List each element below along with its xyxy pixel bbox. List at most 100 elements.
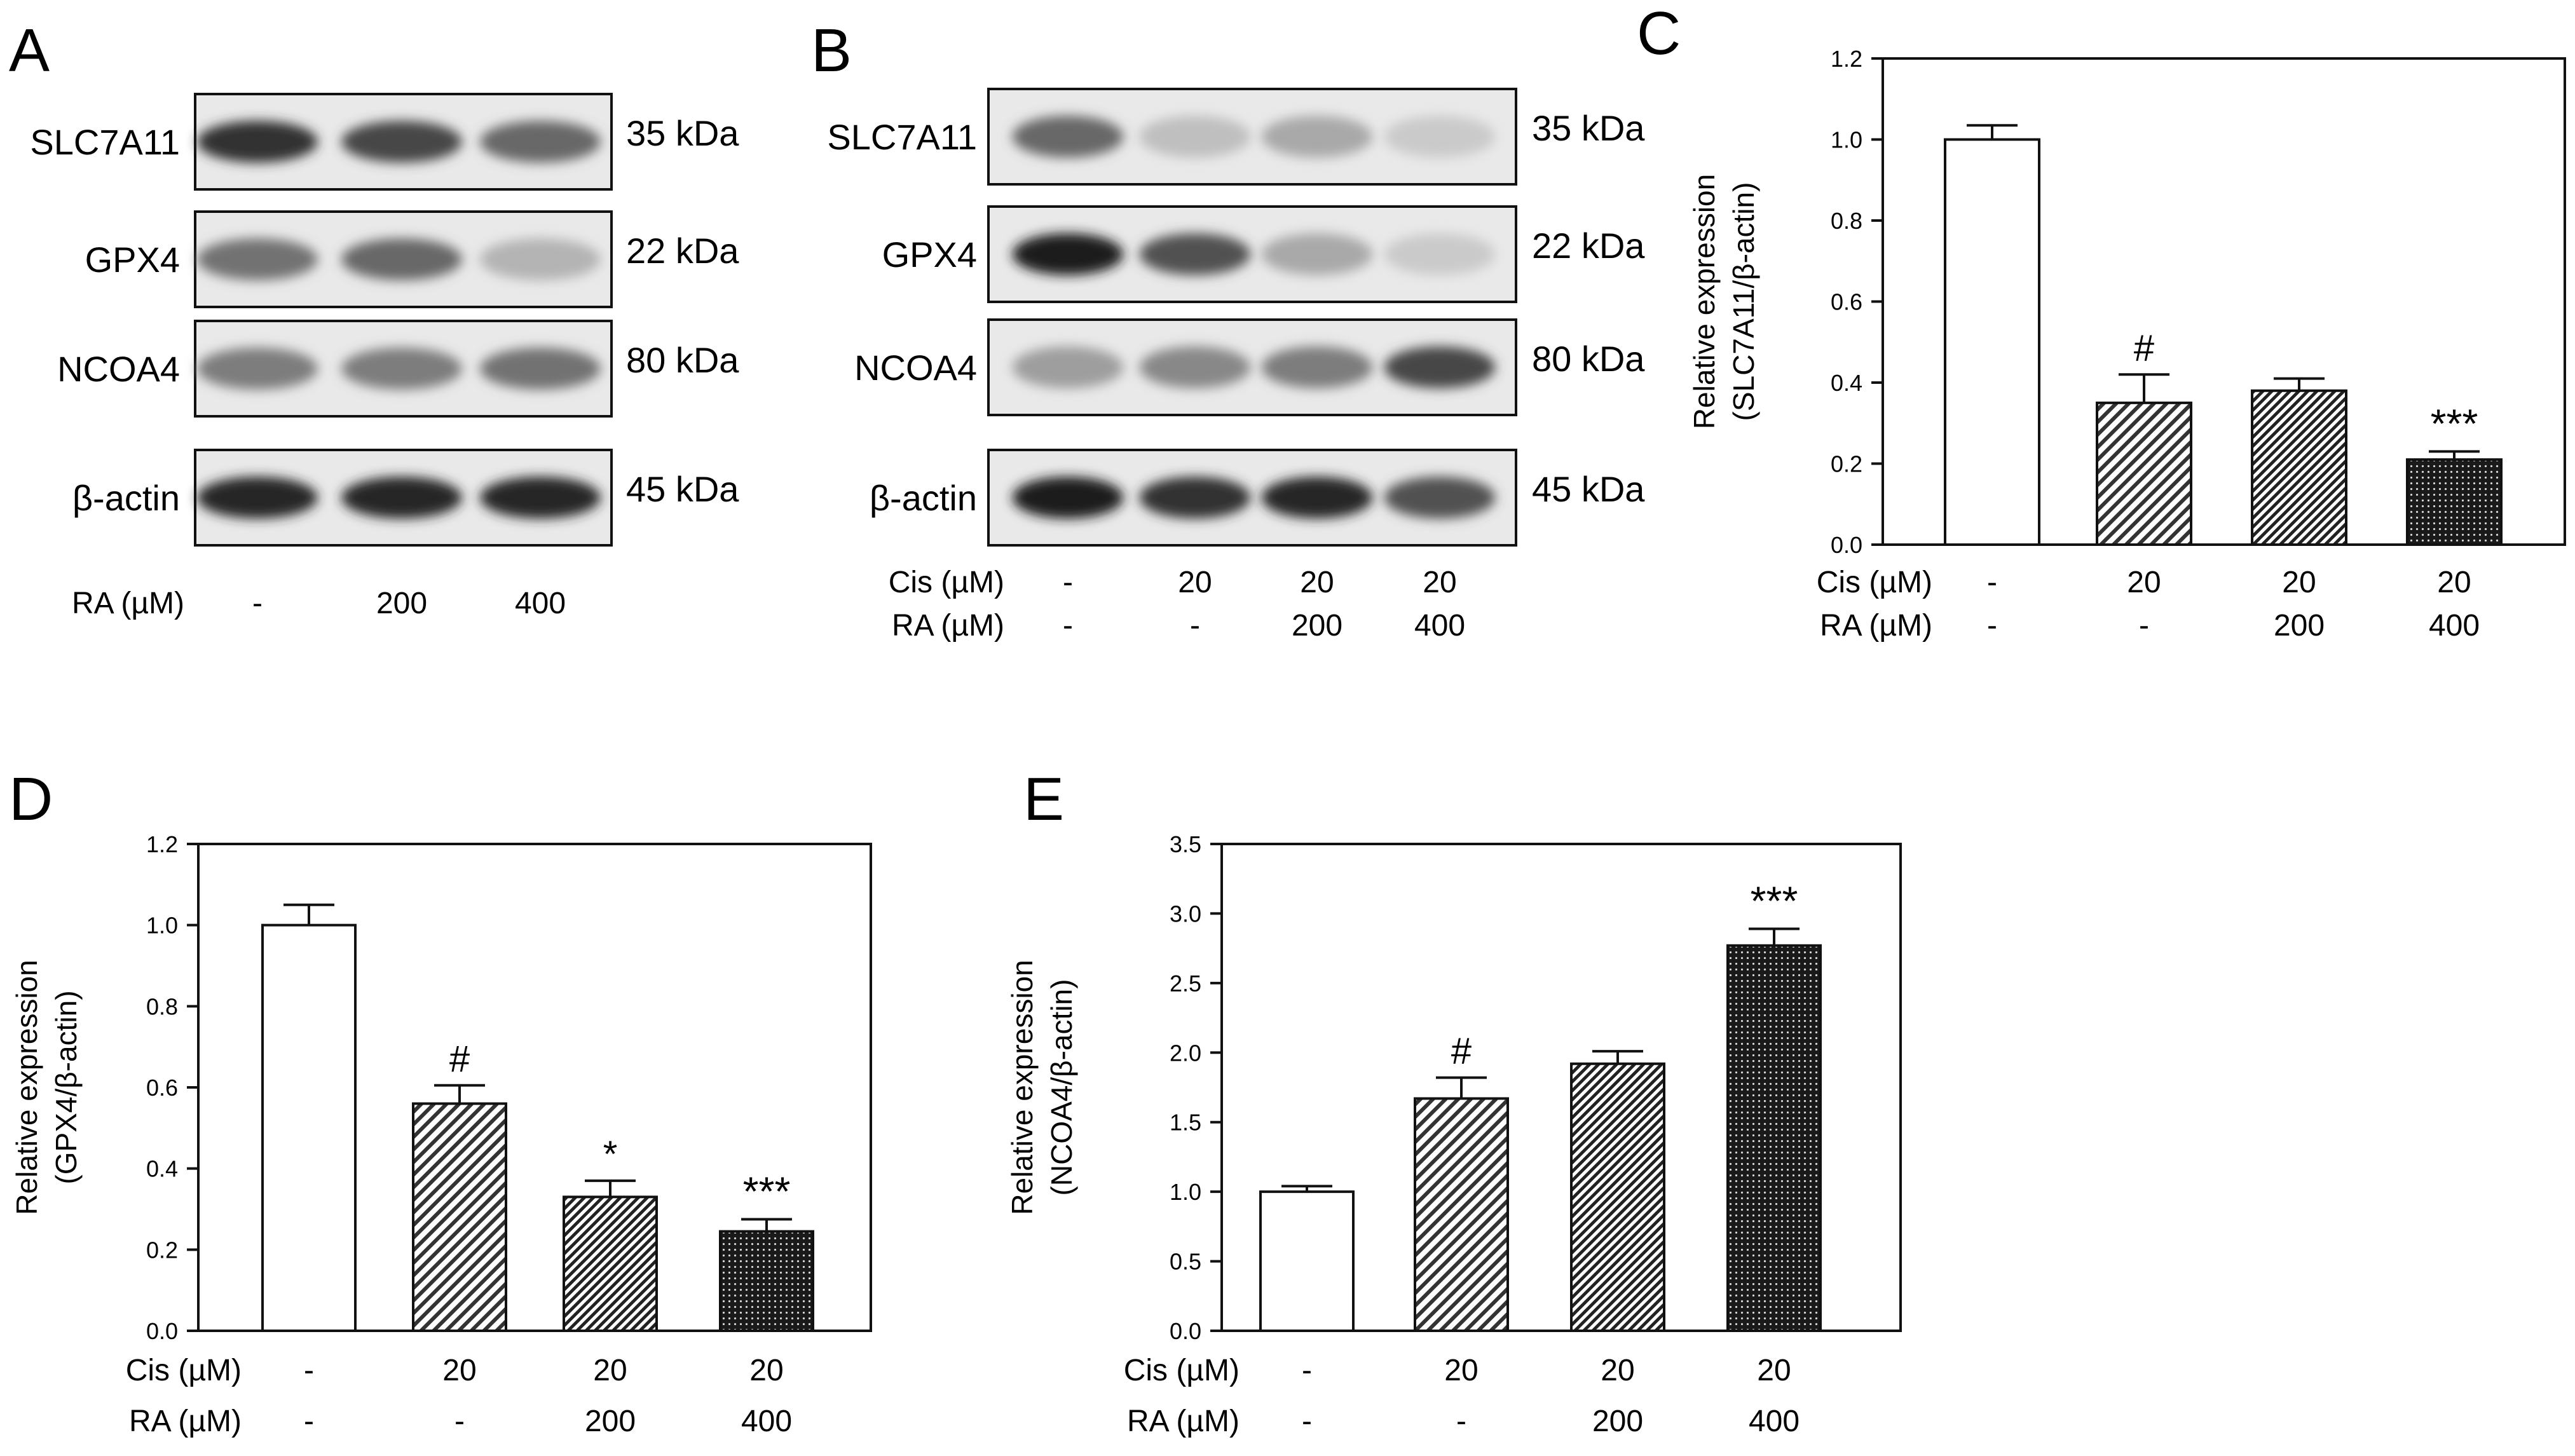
condition-value: 200 [1292, 609, 1342, 643]
blot-protein-label: NCOA4 [57, 349, 180, 389]
blot-band [1139, 346, 1251, 388]
bar [261, 923, 357, 1332]
condition-value: 200 [2274, 609, 2325, 643]
blot-kda-label: 80 kDa [626, 340, 739, 380]
western-blot-panel-b: B SLC7A11 35 kDa GPX4 22 kDa NCOA4 80 kDa β-act… [811, 17, 1645, 643]
blot-band [1384, 233, 1496, 275]
condition-value: - [2139, 609, 2149, 643]
condition-value: - [252, 587, 263, 620]
bar [2096, 401, 2192, 546]
panel-letter: B [811, 17, 852, 85]
condition-value: - [1456, 1405, 1466, 1438]
blot-protein-label: GPX4 [882, 235, 977, 275]
blot-protein-label: SLC7A11 [827, 117, 977, 157]
plot-frame [1220, 843, 1902, 1332]
condition-value: 20 [1757, 1354, 1791, 1387]
condition-value: 20 [1178, 566, 1212, 599]
y-tick-label: 0.5 [1170, 1249, 1201, 1275]
panel-letter: A [9, 17, 50, 85]
y-tick-label: 0.2 [1831, 451, 1862, 477]
y-tick-label: 0.0 [1831, 532, 1862, 558]
condition-value: - [1063, 609, 1073, 643]
y-tick-label: 1.5 [1170, 1110, 1201, 1136]
y-tick-label: 1.2 [1831, 46, 1862, 72]
blot-protein-label: β-actin [72, 478, 180, 518]
significance-marker: # [2134, 327, 2154, 369]
bar [2251, 389, 2347, 546]
y-axis-label: (NCOA4/β-actin) [1045, 979, 1078, 1196]
blot-band [1012, 233, 1124, 275]
y-tick-label: 1.0 [1170, 1179, 1201, 1205]
condition-value: - [304, 1354, 314, 1387]
y-tick-label: 1.0 [146, 913, 178, 939]
condition-value: 20 [593, 1354, 627, 1387]
condition-value: 200 [376, 587, 427, 620]
blot-kda-label: 22 kDa [626, 231, 739, 271]
condition-value: - [1063, 566, 1073, 599]
y-tick-label: 0.8 [1831, 208, 1862, 234]
condition-value: 400 [2429, 609, 2480, 643]
blot-band [1139, 233, 1251, 275]
condition-value: 20 [2282, 566, 2316, 599]
significance-marker: *** [1751, 878, 1798, 924]
blot-protein-label: GPX4 [85, 240, 180, 280]
blot-band [1261, 346, 1373, 388]
condition-label: RA (µM) [1820, 609, 1932, 643]
y-axis-label: (GPX4/β-actin) [50, 990, 83, 1184]
blot-band [480, 348, 601, 390]
bar [1570, 1062, 1665, 1333]
blot-band [1012, 346, 1124, 388]
y-tick-label: 1.2 [146, 831, 178, 857]
condition-value: - [1302, 1405, 1312, 1438]
blot-band [341, 121, 462, 163]
y-tick-label: 0.6 [1831, 289, 1862, 315]
panel-letter: D [9, 765, 53, 833]
blot-band [480, 238, 601, 280]
bar-chart-panel-e: E 0.0 0.5 1.0 1.5 2.0 2.5 3.0 3.5 Relative expres… [1006, 765, 1902, 1438]
condition-value: 20 [1423, 566, 1456, 599]
significance-marker: *** [743, 1168, 791, 1214]
blot-kda-label: 80 kDa [1532, 339, 1645, 379]
condition-label: Cis (µM) [126, 1354, 242, 1387]
condition-value: 20 [1444, 1354, 1478, 1387]
blot-kda-label: 22 kDa [1532, 226, 1645, 266]
blot-band [1012, 477, 1124, 519]
panel-letter: E [1023, 765, 1064, 833]
blot-band [1384, 346, 1496, 388]
blot-band [1012, 116, 1124, 158]
y-tick-label: 1.0 [1831, 127, 1862, 153]
condition-value: 400 [1414, 609, 1465, 643]
condition-value: 200 [1592, 1405, 1643, 1438]
condition-label: RA (µM) [892, 609, 1004, 643]
condition-value: 400 [741, 1405, 792, 1438]
condition-value: 20 [2127, 566, 2161, 599]
condition-value: 200 [585, 1405, 636, 1438]
condition-value: - [454, 1405, 465, 1438]
blot-band [1261, 477, 1373, 519]
blot-protein-label: SLC7A11 [30, 122, 180, 162]
condition-label: Cis (µM) [1817, 566, 1932, 599]
blot-kda-label: 45 kDa [1532, 469, 1645, 509]
y-tick-label: 0.4 [1831, 370, 1862, 396]
y-tick-label: 0.0 [146, 1318, 178, 1344]
blot-band [1261, 116, 1373, 158]
condition-value: - [1302, 1354, 1312, 1387]
condition-value: 20 [442, 1354, 476, 1387]
bar [1414, 1097, 1509, 1332]
condition-label: RA (µM) [72, 587, 184, 620]
condition-value: - [1987, 609, 1997, 643]
significance-marker: # [1451, 1031, 1472, 1072]
bar [1944, 138, 2040, 546]
significance-marker: * [603, 1134, 618, 1175]
bar [2406, 458, 2503, 546]
bar-chart-panel-c: C 0.0 0.2 0.4 0.6 0.8 1.0 1.2 Relative expressio… [1637, 0, 2566, 643]
y-tick-label: 0.8 [146, 993, 178, 1019]
y-tick-label: 0.6 [146, 1075, 178, 1101]
significance-marker: *** [2431, 400, 2478, 446]
condition-value: 400 [1749, 1405, 1800, 1438]
y-axis-label: Relative expression [10, 960, 43, 1214]
condition-label: RA (µM) [1127, 1405, 1240, 1438]
condition-label: Cis (µM) [1124, 1354, 1240, 1387]
y-axis-label: Relative expression [1006, 960, 1039, 1214]
